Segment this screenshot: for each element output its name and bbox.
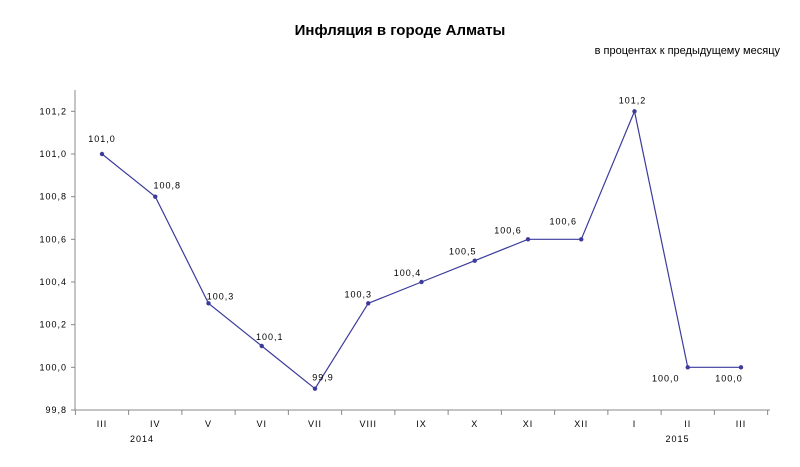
x-tick-label: V bbox=[205, 419, 212, 429]
y-tick-label: 100,2 bbox=[39, 320, 67, 330]
y-tick-label: 100,0 bbox=[39, 362, 67, 372]
data-point bbox=[738, 365, 744, 370]
x-tick-label: IV bbox=[150, 419, 161, 429]
chart-subtitle: в процентах к предыдущему месяцу bbox=[594, 45, 780, 57]
data-label: 100,6 bbox=[494, 225, 522, 235]
data-label: 100,3 bbox=[344, 289, 372, 299]
data-point bbox=[99, 151, 105, 157]
data-point bbox=[259, 343, 264, 349]
data-label: 100,8 bbox=[153, 181, 181, 191]
data-point bbox=[206, 301, 211, 306]
x-tick-label: IX bbox=[416, 419, 427, 429]
data-point bbox=[525, 237, 531, 242]
x-tick-label: II bbox=[684, 419, 691, 429]
data-point bbox=[419, 279, 424, 285]
data-point bbox=[312, 386, 318, 391]
x-group-label: 2015 bbox=[665, 434, 689, 444]
chart-title: Инфляция в городе Алматы bbox=[294, 22, 506, 39]
data-label: 100,3 bbox=[207, 291, 235, 301]
data-points bbox=[99, 109, 744, 391]
data-label: 100,5 bbox=[449, 247, 477, 257]
data-point bbox=[366, 301, 371, 306]
y-tick-label: 101,0 bbox=[39, 149, 67, 159]
series-line-group bbox=[101, 109, 741, 390]
x-tick-label: III bbox=[97, 419, 108, 429]
data-point bbox=[632, 109, 637, 114]
data-label: 100,0 bbox=[715, 373, 743, 383]
data-point bbox=[579, 237, 584, 242]
y-tick-label: 101,2 bbox=[39, 106, 67, 116]
data-label: 101,2 bbox=[619, 95, 647, 105]
y-tick-label: 100,8 bbox=[39, 192, 67, 202]
y-tick-label: 100,6 bbox=[39, 234, 67, 244]
data-label: 100,0 bbox=[652, 373, 680, 383]
data-label: 100,6 bbox=[549, 216, 577, 226]
data-point bbox=[685, 365, 690, 370]
data-label: 100,4 bbox=[394, 268, 422, 278]
data-labels: 101,0 100,8 100,3 100,1 99,9 100,3 100,4 100,5 1… bbox=[88, 95, 743, 383]
series-line bbox=[101, 109, 741, 390]
data-point bbox=[153, 194, 158, 199]
x-tick-label: VI bbox=[256, 419, 267, 429]
x-tick-label: I bbox=[633, 419, 637, 429]
data-label: 101,0 bbox=[88, 134, 116, 144]
data-point bbox=[472, 258, 477, 263]
y-tick-label: 100,4 bbox=[39, 277, 67, 287]
data-label: 99,9 bbox=[312, 373, 334, 383]
y-tick-label: 99,8 bbox=[45, 405, 67, 415]
x-tick-label: X bbox=[471, 419, 478, 429]
x-tick-label: VIII bbox=[359, 419, 377, 429]
x-tick-label: III bbox=[736, 419, 747, 429]
chart-axes bbox=[74, 90, 770, 411]
y-axis-ticks: 99,8 100,0 100,2 100,4 100,6 100,8 101,0 101,2 bbox=[39, 106, 75, 415]
x-tick-label: XII bbox=[574, 419, 588, 429]
x-tick-label: VII bbox=[308, 419, 322, 429]
data-label: 100,1 bbox=[256, 332, 284, 342]
x-tick-label: XI bbox=[523, 419, 534, 429]
x-group-label: 2014 bbox=[130, 434, 154, 444]
